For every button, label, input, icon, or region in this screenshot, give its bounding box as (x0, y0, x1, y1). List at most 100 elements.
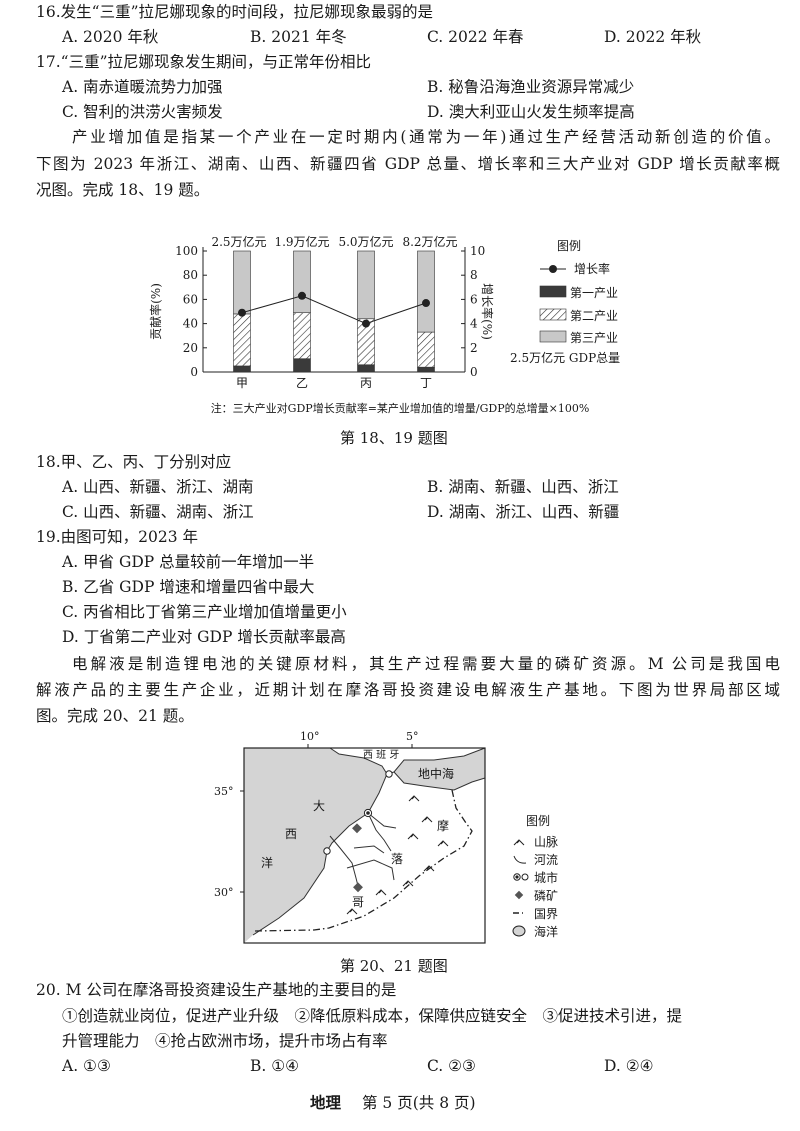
q19-option-b: B. 乙省 GDP 增速和增量四省中最大 (62, 578, 315, 596)
q16-option-c: C. 2022 年春 (427, 28, 524, 46)
q17-stem: 17.“三重”拉尼娜现象发生期间，与正常年份相比 (36, 53, 371, 71)
label-atlantic: 大 (313, 799, 325, 813)
bar-segment-primary (293, 358, 311, 373)
y-tick-label: 20 (183, 341, 198, 355)
q17-option-a: A. 南赤道暖流势力加强 (62, 78, 223, 96)
lat-label: 30° (214, 886, 234, 899)
q18-option-b: B. 湖南、新疆、山西、浙江 (427, 478, 619, 496)
gdp-total-label: 2.5万亿元 (211, 234, 266, 249)
footer-page: 第 5 页(共 8 页) (362, 1094, 476, 1112)
label-atlantic: 西 (285, 827, 297, 841)
legend-item: 第二产业 (570, 309, 618, 323)
growth-rate-point (298, 291, 306, 300)
gdp-total-label: 1.9万亿元 (274, 234, 329, 249)
y-right-tick-label: 8 (470, 268, 478, 282)
rivers (329, 812, 397, 891)
national-border (253, 789, 473, 932)
label-morocco: 落 (391, 852, 403, 866)
q16-option-d: D. 2022 年秋 (604, 28, 702, 46)
intro-paragraph-line: 下图为 2023 年浙江、湖南、山西、新疆四省 GDP 总量、增长率和三大产业对… (36, 155, 780, 173)
bar-segment-tertiary (293, 250, 311, 314)
svg-text:国界: 国界 (534, 907, 558, 921)
label-atlantic: 洋 (261, 855, 273, 870)
bar-segment-primary (233, 365, 251, 373)
label-mediterranean: 地中海 (418, 766, 454, 781)
x-tick-label: 甲 (236, 376, 248, 390)
q16-option-a: A. 2020 年秋 (62, 28, 159, 46)
map-frame (243, 747, 486, 944)
mountain-icon (375, 889, 387, 896)
y-right-tick-label: 10 (470, 244, 485, 258)
phosphate-icon (514, 890, 524, 900)
svg-text:海洋: 海洋 (534, 924, 558, 939)
growth-rate-point (238, 308, 246, 317)
mountain-icon (513, 839, 525, 846)
bar-segment-tertiary (233, 250, 251, 315)
svg-text:山脉: 山脉 (534, 834, 558, 849)
q20-option-d: D. ②④ (604, 1057, 654, 1075)
q19-option-d: D. 丁省第二产业对 GDP 增长贡献率最高 (62, 628, 346, 646)
bar-segment-secondary (233, 313, 251, 367)
q20-option-a: A. ①③ (62, 1057, 111, 1075)
legend-item: 第三产业 (570, 331, 618, 345)
bar-segment-secondary (417, 331, 435, 368)
bar-segment-primary (417, 366, 435, 373)
q19-option-a: A. 甲省 GDP 总量较前一年增加一半 (62, 553, 315, 571)
phosphate-mine (353, 882, 363, 893)
growth-rate-point (422, 299, 430, 308)
legend-swatch (539, 308, 567, 321)
mountain-icon (423, 865, 435, 872)
gdp-total-label: 5.0万亿元 (338, 234, 393, 249)
y-tick-label: 80 (183, 268, 198, 282)
mountain-icon (407, 833, 419, 840)
map-legend: 图例 山脉 河流 城市 磷矿 国界 海洋 (512, 814, 558, 939)
atlantic-ocean (244, 748, 387, 943)
bar-segment-tertiary (357, 250, 375, 320)
y-right-tick-label: 2 (470, 341, 478, 355)
q20-option-b: B. ①④ (250, 1057, 300, 1075)
river-icon (513, 855, 527, 864)
y-tick-label: 40 (183, 317, 198, 331)
label-morocco: 哥 (352, 895, 364, 909)
chart-note: 注：三大产业对GDP增长贡献率=某产业增加值的增量/GDP的总增量×100% (211, 401, 590, 415)
label-spain: 西 班 牙 (363, 749, 399, 761)
map-paragraph-line: 图。完成 20、21 题。 (36, 707, 194, 725)
legend-gdp-item: 2.5万亿元 GDP总量 (510, 350, 620, 365)
y-right-axis-label: 增长率(%) (480, 283, 495, 340)
map-paragraph-line: 电解液是制造锂电池的关键原材料，其生产过程需要大量的磷矿资源。M 公司是我国电 (72, 655, 780, 673)
svg-text:磷矿: 磷矿 (534, 888, 558, 903)
label-morocco: 摩 (437, 818, 449, 833)
legend-title: 图例 (557, 239, 581, 253)
legend-swatch (539, 330, 567, 343)
growth-rate-line (241, 295, 427, 325)
q18-stem: 18.甲、乙、丙、丁分别对应 (36, 453, 232, 471)
ocean-icon (512, 925, 526, 937)
bar-segment-tertiary (417, 250, 435, 333)
q20-statements: 升管理能力 ④抢占欧洲市场，提升市场占有率 (62, 1032, 388, 1050)
intro-paragraph-line: 产业增加值是指某一个产业在一定时期内(通常为一年)通过生产经营活动新创造的价值。 (72, 128, 780, 146)
city-marker (323, 847, 331, 855)
y-tick-label: 100 (175, 244, 198, 258)
q20-statements: ①创造就业岗位，促进产业升级 ②降低原料成本，保障供应链安全 ③促进技术引进，提 (62, 1007, 683, 1025)
footer-subject: 地理 (310, 1093, 342, 1112)
city-marker (385, 770, 393, 778)
y-right-tick-label: 6 (470, 292, 478, 306)
svg-text:城市: 城市 (534, 870, 558, 885)
y-axis-label: 贡献率(%) (148, 283, 163, 340)
mediterranean-sea (394, 748, 485, 790)
legend-swatch (539, 285, 567, 298)
q17-option-c: C. 智利的洪涝火害频发 (62, 103, 223, 121)
q16-option-b: B. 2021 年冬 (250, 28, 347, 46)
x-tick-label: 乙 (296, 376, 308, 390)
y-tick-label: 60 (183, 292, 198, 306)
mountain-icon (402, 880, 414, 887)
mountain-icon (408, 795, 420, 802)
growth-rate-point (362, 319, 370, 328)
q18-option-d: D. 湖南、浙江、山西、新疆 (427, 503, 620, 521)
x-tick-label: 丁 (420, 376, 432, 390)
legend-item: 第一产业 (570, 286, 618, 300)
q20-option-c: C. ②③ (427, 1057, 476, 1075)
intro-paragraph-line: 况图。完成 18、19 题。 (36, 181, 210, 199)
x-tick-label: 丙 (360, 376, 372, 390)
y-right-tick-label: 4 (470, 317, 478, 331)
